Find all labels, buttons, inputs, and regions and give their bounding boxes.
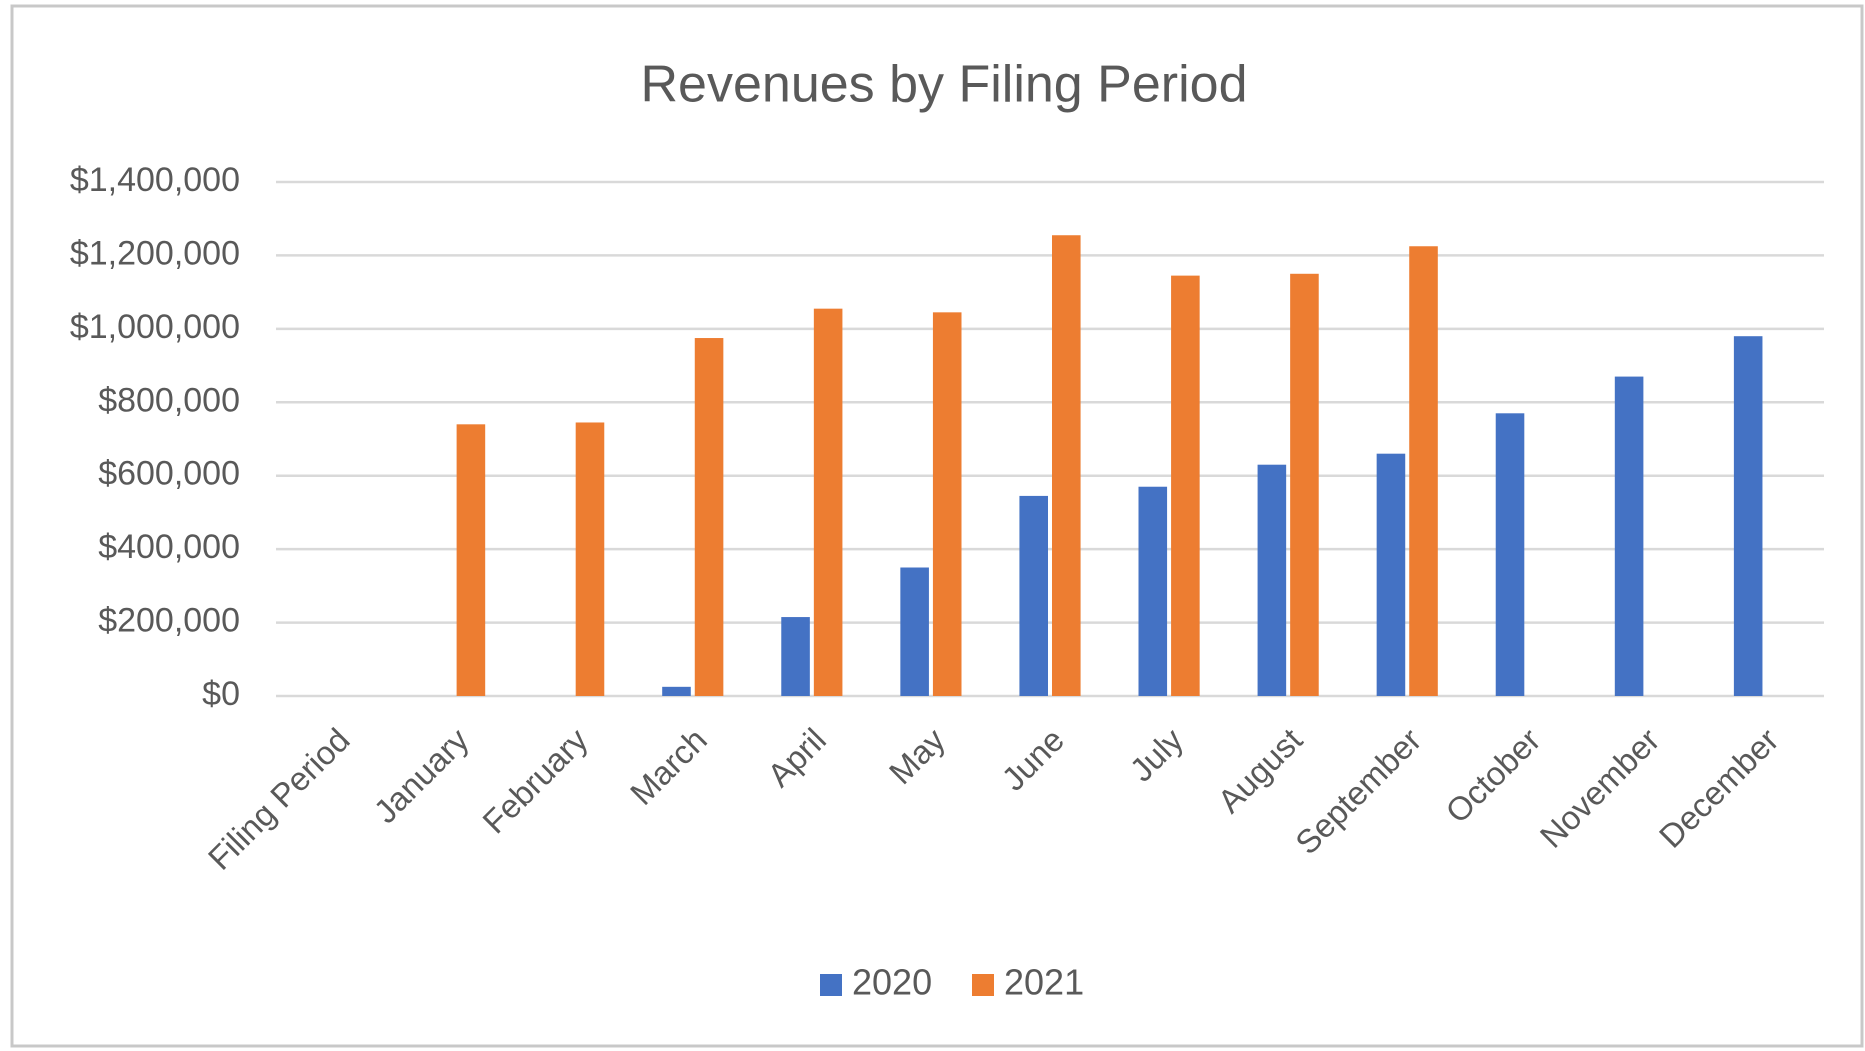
bar — [1409, 246, 1438, 696]
y-tick-label: $400,000 — [98, 528, 240, 566]
chart-title: Revenues by Filing Period — [641, 56, 1248, 114]
bar — [694, 338, 724, 696]
legend-label: 2021 — [1004, 962, 1084, 1003]
bar — [1290, 273, 1319, 696]
y-tick-label: $600,000 — [98, 455, 240, 493]
bar — [1171, 275, 1200, 696]
bar — [1733, 336, 1763, 696]
bar — [1019, 495, 1048, 696]
y-tick-label: $1,000,000 — [70, 308, 240, 346]
bar — [813, 308, 843, 696]
bar — [1614, 376, 1644, 696]
bar — [1138, 486, 1168, 696]
y-tick-label: $1,200,000 — [70, 234, 240, 272]
legend-swatch — [972, 974, 994, 996]
bar — [1257, 464, 1287, 696]
bar — [575, 422, 605, 696]
bar — [900, 567, 929, 696]
legend-label: 2020 — [852, 962, 932, 1003]
bar — [932, 312, 962, 696]
bar — [1052, 235, 1081, 696]
bar — [781, 617, 810, 696]
bar — [1495, 413, 1525, 696]
y-tick-label: $0 — [202, 675, 240, 713]
y-tick-label: $800,000 — [98, 381, 240, 419]
y-tick-label: $1,400,000 — [70, 161, 240, 199]
bar — [456, 424, 486, 696]
y-tick-label: $200,000 — [98, 602, 240, 640]
bar — [1376, 453, 1406, 696]
bar — [662, 686, 691, 696]
legend-swatch — [820, 974, 842, 996]
